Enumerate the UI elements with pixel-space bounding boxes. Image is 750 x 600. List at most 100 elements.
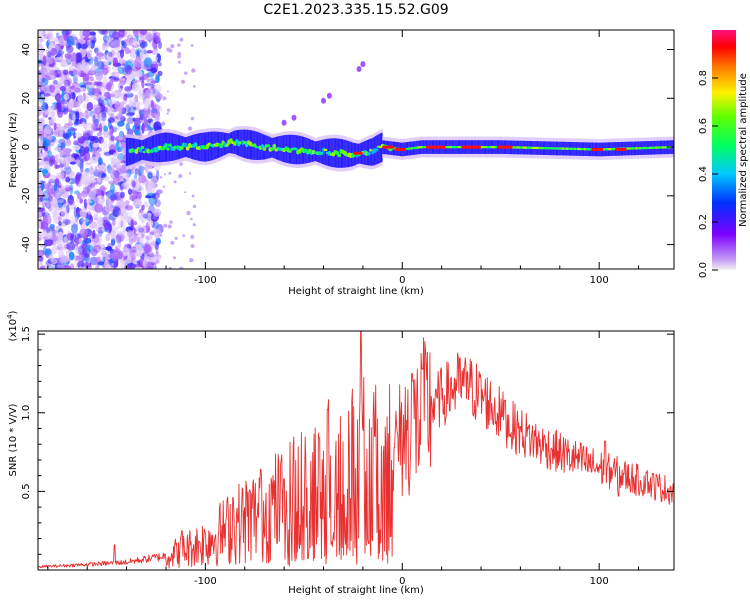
noise-cell bbox=[80, 173, 88, 185]
noise-cell bbox=[155, 194, 160, 199]
noise-cell bbox=[123, 39, 128, 45]
noise-cell bbox=[55, 225, 60, 230]
noise-cell bbox=[52, 80, 59, 85]
noise-cell bbox=[99, 109, 108, 114]
noise-cell bbox=[150, 63, 157, 69]
y-tick-label: 1.5 bbox=[21, 326, 32, 342]
tone-core bbox=[140, 145, 145, 150]
tone-core bbox=[298, 148, 302, 154]
noise-cell bbox=[107, 266, 115, 269]
noise-cell bbox=[48, 116, 52, 120]
tone-core bbox=[378, 145, 383, 149]
noise-cell bbox=[136, 260, 140, 265]
noise-cell bbox=[39, 67, 48, 74]
noise-cell bbox=[108, 107, 116, 118]
colorbar: 0.0 0.2 0.4 0.6 0.8 Normalized spectral ampl… bbox=[698, 30, 749, 278]
noise-cell bbox=[38, 170, 42, 181]
noise-cell bbox=[79, 198, 83, 204]
noise-cell bbox=[88, 221, 97, 229]
noise-cell bbox=[110, 135, 115, 142]
rising-feature bbox=[321, 97, 326, 104]
snr-ylabel: SNR (10 * V/V) bbox=[8, 403, 19, 476]
noise-cell bbox=[137, 125, 144, 131]
noise-cell bbox=[46, 30, 54, 38]
noise-cell bbox=[69, 85, 76, 90]
noise-cell bbox=[167, 224, 172, 229]
noise-cell bbox=[83, 198, 88, 209]
noise-cell bbox=[124, 91, 133, 95]
tone-core bbox=[319, 151, 324, 156]
noise-cell bbox=[79, 43, 88, 49]
noise-cell bbox=[151, 102, 157, 111]
noise-cell bbox=[94, 47, 99, 54]
noise-cell bbox=[82, 130, 92, 137]
noise-cell bbox=[60, 142, 66, 149]
noise-cell bbox=[94, 107, 102, 115]
noise-cell bbox=[147, 172, 153, 180]
noise-cell bbox=[153, 32, 161, 37]
noise-cell bbox=[96, 228, 105, 232]
noise-cell bbox=[107, 163, 112, 174]
tone-core bbox=[179, 146, 184, 150]
x-tick-label: 100 bbox=[590, 576, 609, 587]
noise-cell bbox=[146, 180, 155, 190]
noise-cell bbox=[66, 36, 75, 47]
noise-cell bbox=[49, 234, 59, 242]
noise-cell bbox=[125, 111, 135, 117]
noise-cell bbox=[64, 187, 73, 191]
tone-core bbox=[219, 143, 223, 149]
noise-cell bbox=[41, 76, 46, 83]
noise-cell bbox=[132, 234, 141, 244]
noise-cell bbox=[111, 71, 116, 79]
noise-cell bbox=[190, 234, 195, 239]
noise-cell bbox=[48, 132, 53, 141]
noise-cell bbox=[41, 109, 49, 115]
noise-cell bbox=[95, 222, 101, 227]
noise-cell bbox=[157, 70, 163, 77]
noise-cell bbox=[108, 223, 112, 234]
noise-cell bbox=[82, 30, 91, 38]
tone-peak bbox=[614, 148, 627, 151]
noise-cell bbox=[72, 112, 76, 124]
noise-cell bbox=[106, 36, 111, 42]
noise-cell bbox=[156, 189, 163, 194]
noise-cell bbox=[44, 209, 49, 215]
noise-cell bbox=[144, 163, 149, 173]
noise-cell bbox=[145, 32, 153, 40]
x-tick-label: 100 bbox=[590, 275, 609, 286]
noise-cell bbox=[93, 95, 98, 101]
spectrogram-xlabel: Height of straight line (km) bbox=[288, 286, 424, 297]
noise-cell bbox=[45, 201, 52, 209]
noise-cell bbox=[119, 92, 125, 101]
tone-core bbox=[272, 143, 277, 150]
noise-cell bbox=[65, 165, 70, 169]
noise-cell bbox=[86, 101, 94, 112]
noise-cell bbox=[70, 128, 78, 132]
noise-cell bbox=[63, 93, 70, 101]
tone-core bbox=[164, 143, 168, 148]
noise-cell bbox=[145, 89, 154, 96]
noise-cell bbox=[112, 208, 119, 217]
noise-cell bbox=[179, 266, 184, 269]
noise-cell bbox=[103, 75, 107, 86]
noise-cell bbox=[152, 221, 160, 229]
noise-cell bbox=[89, 165, 94, 176]
noise-cell bbox=[96, 177, 102, 183]
noise-cell bbox=[85, 58, 90, 63]
noise-cell bbox=[166, 47, 171, 52]
noise-cell bbox=[79, 208, 87, 219]
noise-cell bbox=[97, 94, 102, 100]
tone-core bbox=[193, 142, 198, 148]
noise-cell bbox=[106, 81, 112, 92]
noise-cell bbox=[45, 58, 54, 65]
noise-cell bbox=[85, 162, 92, 166]
noise-cell bbox=[100, 138, 108, 150]
noise-cell bbox=[138, 36, 143, 44]
noise-cell bbox=[115, 233, 122, 244]
noise-cell bbox=[172, 256, 176, 260]
noise-cell bbox=[88, 70, 97, 74]
noise-cell bbox=[123, 251, 130, 256]
tone-core bbox=[262, 147, 267, 151]
noise-cell bbox=[121, 100, 128, 105]
